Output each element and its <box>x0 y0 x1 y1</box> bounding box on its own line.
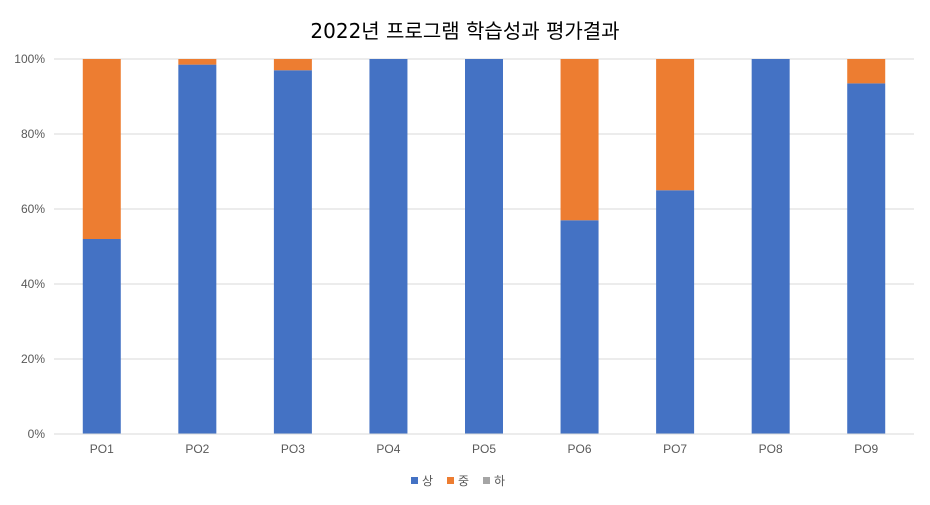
bars <box>82 59 886 434</box>
y-tick-label: 100% <box>14 52 45 66</box>
legend-label: 상 <box>422 474 433 488</box>
x-tick-label: PO3 <box>281 442 305 456</box>
bar-segment <box>178 64 217 434</box>
chart-title: 2022년 프로그램 학습성과 평가결과 <box>310 19 619 43</box>
x-tick-label: PO2 <box>185 442 209 456</box>
y-tick-label: 40% <box>21 277 45 291</box>
y-tick-label: 20% <box>21 352 45 366</box>
y-tick-label: 60% <box>21 202 45 216</box>
bar-segment <box>82 239 121 434</box>
bar-segment <box>847 59 886 84</box>
x-tick-label: PO1 <box>90 442 114 456</box>
bar-segment <box>273 70 312 434</box>
y-tick-label: 0% <box>28 427 46 441</box>
x-axis-tick-labels: PO1 PO2 PO3 PO4 PO5 PO6 PO7 PO8 PO9 <box>90 442 879 456</box>
bar-segment <box>178 59 217 65</box>
bar-segment <box>656 190 695 434</box>
x-tick-label: PO4 <box>376 442 400 456</box>
x-tick-label: PO5 <box>472 442 496 456</box>
legend-swatch <box>483 477 490 484</box>
x-tick-label: PO9 <box>854 442 878 456</box>
legend-label: 중 <box>458 474 469 488</box>
bar-segment <box>560 220 599 434</box>
x-tick-label: PO6 <box>568 442 592 456</box>
x-tick-label: PO7 <box>663 442 687 456</box>
bar-segment <box>82 59 121 239</box>
bar-segment <box>560 59 599 221</box>
legend-swatch <box>447 477 454 484</box>
bar-segment <box>656 59 695 191</box>
bar-segment <box>465 59 503 434</box>
bar-segment <box>751 59 790 434</box>
legend-label: 하 <box>494 474 505 488</box>
bar-segment <box>847 83 886 434</box>
legend-swatch <box>411 477 418 484</box>
y-tick-label: 80% <box>21 127 45 141</box>
bar-segment <box>369 59 408 434</box>
x-tick-label: PO8 <box>759 442 783 456</box>
bar-segment <box>273 59 312 71</box>
y-axis-tick-labels: 0% 20% 40% 60% 80% 100% <box>14 52 45 441</box>
